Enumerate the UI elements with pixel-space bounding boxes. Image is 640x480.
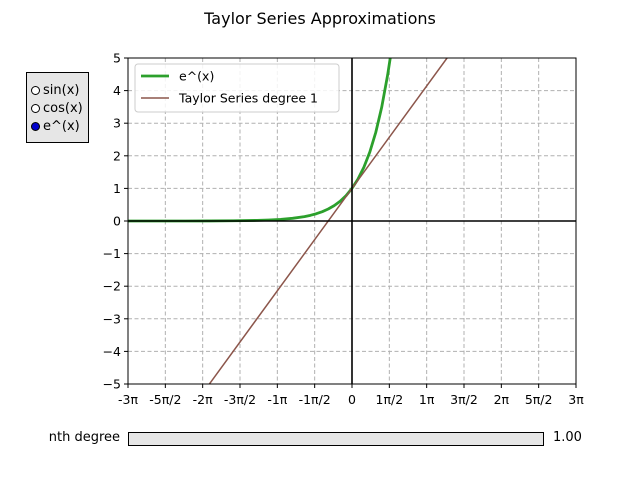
x-tick-label: 3π <box>568 392 584 407</box>
x-tick-label: -1π <box>267 392 287 407</box>
y-tick-label: −2 <box>103 279 121 294</box>
y-tick-label: 4 <box>113 83 121 98</box>
y-tick-label: −1 <box>103 246 121 261</box>
ticks: -3π -5π/2 -2π -3π/2 -1π -1π/2 0 1π/2 1π 3π/2 2π 5π/… <box>103 51 585 408</box>
y-tick-label: −3 <box>103 311 121 326</box>
radio-option-exp[interactable]: e^(x) <box>31 118 80 134</box>
radio-option-sin[interactable]: sin(x) <box>31 82 79 98</box>
y-tick-label: 1 <box>113 181 121 196</box>
y-tick-label: 3 <box>113 116 121 131</box>
radio-label-cos: cos(x) <box>43 100 83 116</box>
legend-label-1: Taylor Series degree 1 <box>178 91 318 106</box>
x-tick-label: 2π <box>494 392 510 407</box>
slider-value: 1.00 <box>553 430 582 445</box>
y-tick-label: −4 <box>103 344 121 359</box>
y-tick-label: 0 <box>113 214 121 229</box>
radio-option-cos[interactable]: cos(x) <box>31 100 83 116</box>
y-tick-label: −5 <box>103 377 121 392</box>
radio-label-exp: e^(x) <box>43 118 80 134</box>
nth-degree-slider[interactable] <box>128 432 544 446</box>
y-tick-label: 2 <box>113 148 121 163</box>
x-tick-label: -3π <box>118 392 138 407</box>
x-tick-label: 1π <box>419 392 435 407</box>
slider-label: nth degree <box>48 430 120 445</box>
x-tick-label: -2π <box>193 392 213 407</box>
function-radio-panel: sin(x) cos(x) e^(x) <box>26 72 89 143</box>
radio-button-cos[interactable] <box>31 103 40 113</box>
radio-button-sin[interactable] <box>31 85 40 95</box>
x-tick-label: 1π/2 <box>376 392 404 407</box>
x-tick-label: 5π/2 <box>525 392 553 407</box>
x-tick-label: -1π/2 <box>299 392 331 407</box>
legend-label-0: e^(x) <box>179 69 214 84</box>
radio-label-sin: sin(x) <box>43 82 80 98</box>
legend: e^(x) Taylor Series degree 1 <box>134 63 340 113</box>
x-tick-label: -5π/2 <box>149 392 181 407</box>
y-tick-label: 5 <box>113 51 121 66</box>
x-tick-label: -3π/2 <box>224 392 256 407</box>
legend-box <box>134 63 340 113</box>
x-tick-label: 3π/2 <box>450 392 478 407</box>
radio-button-exp[interactable] <box>31 121 40 131</box>
x-tick-label: 0 <box>348 392 356 407</box>
chart-title: Taylor Series Approximations <box>203 9 436 28</box>
